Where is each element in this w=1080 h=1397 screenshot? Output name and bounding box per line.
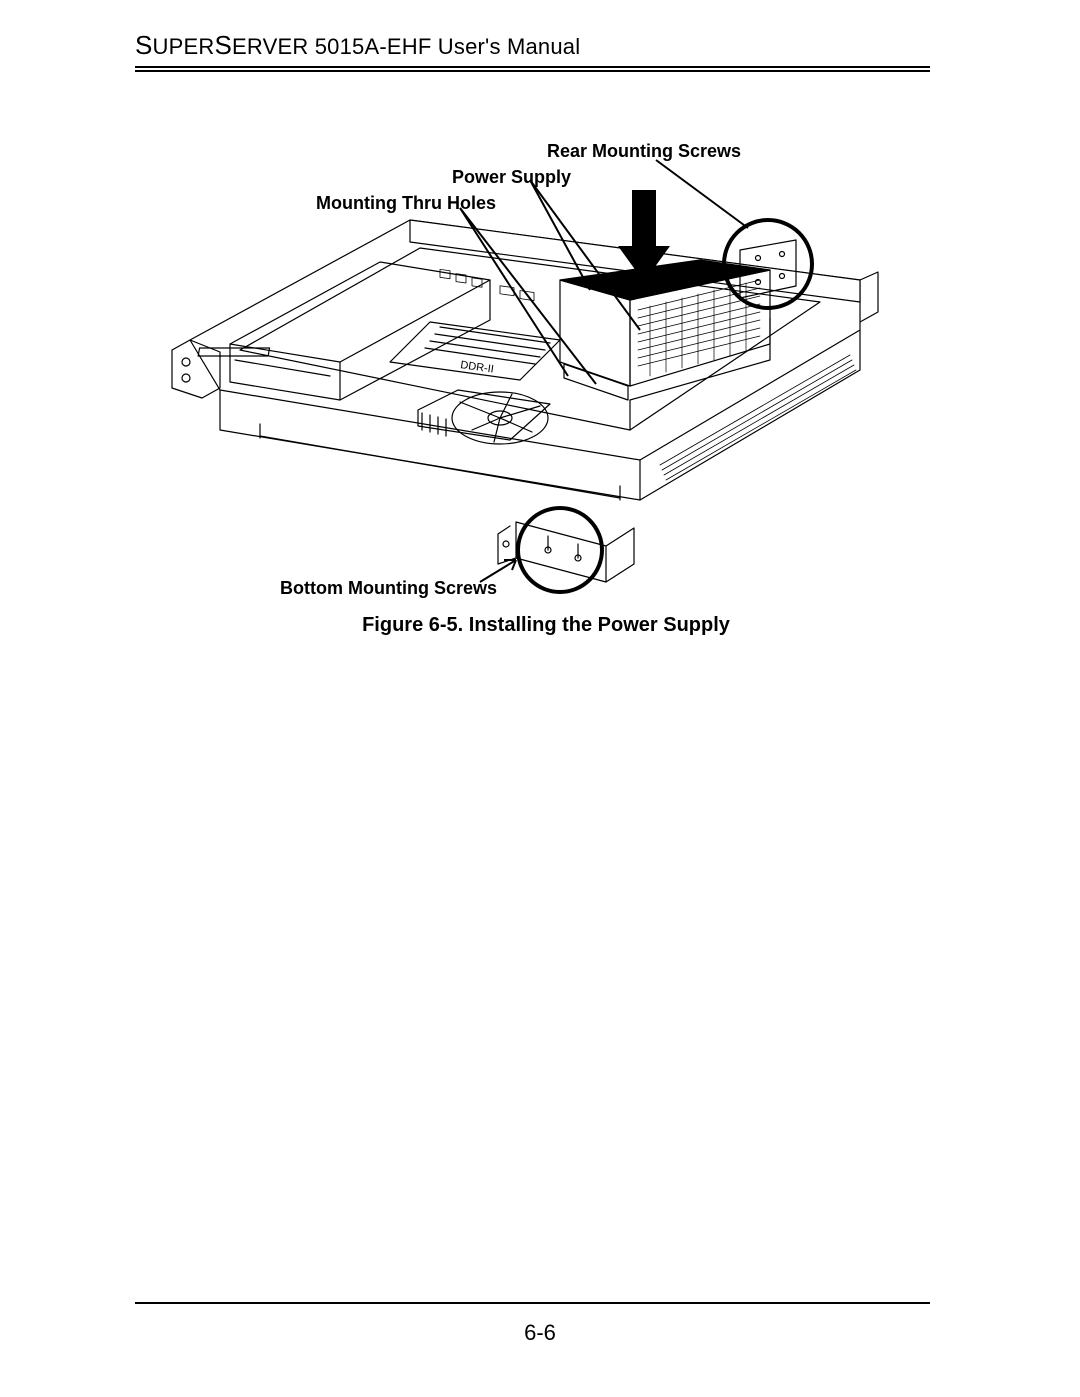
footer-rule: [135, 1302, 930, 1304]
leader-lines: [460, 160, 748, 582]
ddr-label: DDR-II: [460, 359, 495, 376]
power-supply-diagram: DDR-II: [160, 130, 920, 670]
page-header: SUPERSERVER 5015A-EHF User's Manual: [135, 30, 580, 61]
cpu-fan: [418, 390, 550, 444]
header-cap2: S: [214, 30, 232, 60]
header-tail: 5015A-EHF User's Manual: [308, 34, 580, 59]
chassis-vents: [660, 355, 856, 480]
page-number: 6-6: [0, 1320, 1080, 1346]
header-w1: UPER: [153, 34, 215, 59]
header-cap1: S: [135, 30, 153, 60]
manual-page: SUPERSERVER 5015A-EHF User's Manual Rear…: [0, 0, 1080, 1397]
callout-circle-bottom: [518, 508, 602, 592]
header-w2: ERVER: [232, 34, 308, 59]
header-rule-gap: [135, 68, 930, 70]
